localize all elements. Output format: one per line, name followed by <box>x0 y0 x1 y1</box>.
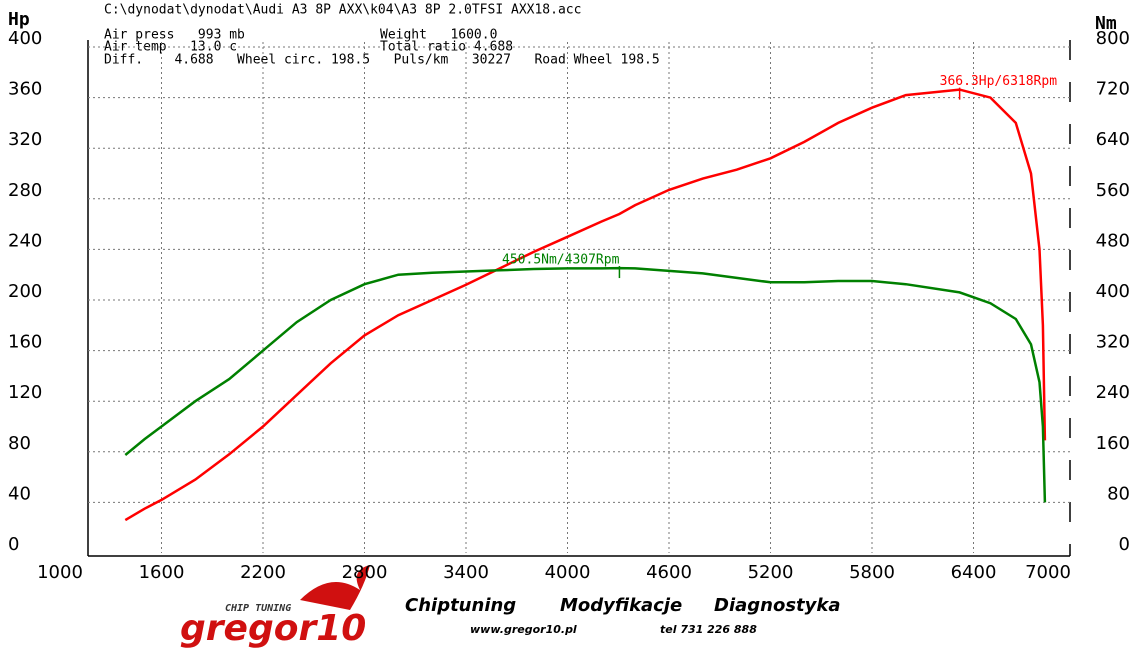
info: Air temp 13.0 c <box>104 40 237 55</box>
x-tick-label: 5800 <box>849 562 895 583</box>
y2-tick-label: 80 <box>1107 483 1130 504</box>
peak-annotation: 366.3Hp/6318Rpm <box>940 74 1058 89</box>
service: Diagnostyka <box>714 595 841 616</box>
series-line <box>124 88 1047 522</box>
y2-tick-label: 320 <box>1096 332 1130 353</box>
y2-tick-label: 480 <box>1096 230 1130 251</box>
y2-tick-label: 160 <box>1096 433 1130 454</box>
x-tick-label: 7000 <box>1025 562 1071 583</box>
y2-tick-label: 0 <box>1119 534 1130 555</box>
x-tick-label: 2800 <box>342 562 388 583</box>
x-tick-label: 4000 <box>545 562 591 583</box>
y-tick-label: 320 <box>8 129 42 150</box>
x-tick-label: 6400 <box>951 562 997 583</box>
file-path: C:\dynodat\dynodat\Audi A3 8P AXX\k04\A3… <box>104 3 581 18</box>
y-tick-label: 240 <box>8 230 42 251</box>
x-tick-label: 1600 <box>139 562 185 583</box>
info: Diff. 4.688 Wheel circ. 198.5 Puls/km 30… <box>104 53 660 68</box>
service: Modyfikacje <box>560 595 682 616</box>
website: www.gregor10.pl <box>470 623 577 636</box>
peak-annotation: 450.5Nm/4307Rpm <box>502 253 620 268</box>
y2-axis-label: Nm <box>1095 13 1117 34</box>
x-tick-label: 3400 <box>443 562 489 583</box>
y-tick-label: 80 <box>8 433 31 454</box>
y-tick-label: 280 <box>8 180 42 201</box>
y-tick-label: 400 <box>8 28 42 49</box>
info: Total ratio 4.688 <box>380 40 513 55</box>
y-tick-label: 160 <box>8 332 42 353</box>
y2-tick-label: 720 <box>1096 79 1130 100</box>
y-tick-label: 360 <box>8 79 42 100</box>
y-tick-label: 0 <box>8 534 19 555</box>
y2-tick-label: 240 <box>1096 382 1130 403</box>
info: Air press 993 mb <box>104 28 245 43</box>
y2-tick-label: 560 <box>1096 180 1130 201</box>
x-tick-label: 2200 <box>240 562 286 583</box>
footer: CHIP TUNING gregor10 Chiptuning Modyfika… <box>180 565 841 649</box>
y-tick-label: 40 <box>8 483 31 504</box>
x-tick-label: 5200 <box>748 562 794 583</box>
info: Weight 1600.0 <box>380 28 497 43</box>
y2-tick-label: 800 <box>1096 28 1130 49</box>
y-tick-label: 200 <box>8 281 42 302</box>
x-tick-label: 1000 <box>37 562 83 583</box>
y-axis-label: Hp <box>8 9 30 30</box>
y2-tick-label: 640 <box>1096 129 1130 150</box>
logo-tagline: CHIP TUNING <box>225 603 291 614</box>
y2-tick-label: 400 <box>1096 281 1130 302</box>
phone: tel 731 226 888 <box>660 623 757 636</box>
logo-flame <box>300 565 370 610</box>
logo-brand: gregor10 <box>180 608 366 649</box>
y-tick-label: 120 <box>8 382 42 403</box>
service: Chiptuning <box>405 595 516 616</box>
x-tick-label: 4600 <box>646 562 692 583</box>
